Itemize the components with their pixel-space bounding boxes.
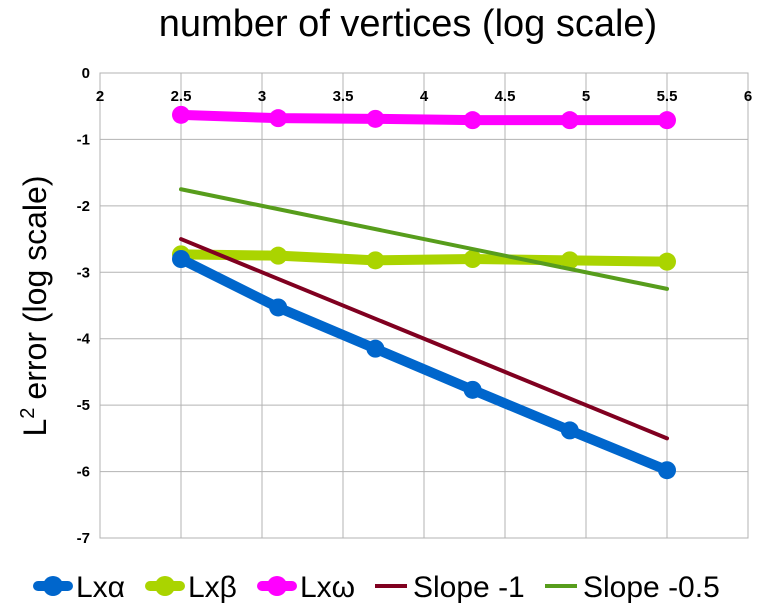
data-point xyxy=(463,111,482,130)
series-line xyxy=(179,237,669,441)
series-Slope -1 xyxy=(179,237,669,441)
y-axis-label: L2error (log scale) xyxy=(17,176,53,437)
grid xyxy=(99,72,749,539)
data-point xyxy=(366,251,385,270)
series-Slope -0.5 xyxy=(179,187,669,291)
y-tick-label: -2 xyxy=(77,198,90,215)
y-tick-label: -6 xyxy=(77,464,90,481)
data-point xyxy=(560,421,579,440)
data-point xyxy=(269,298,288,317)
x-tick-label: 3 xyxy=(258,88,266,105)
data-point xyxy=(658,461,676,480)
data-point xyxy=(560,111,579,130)
y-tick-label: -1 xyxy=(77,131,90,148)
series-line xyxy=(176,249,672,267)
series-line xyxy=(176,109,672,126)
series-line xyxy=(176,254,672,476)
series-Lxα xyxy=(172,250,676,480)
x-tick-label: 6 xyxy=(744,88,752,105)
x-axis-ticks: 2 2.5 3 3.5 4 4.5 5 5.5 6 xyxy=(96,88,752,105)
series-line xyxy=(179,187,669,291)
x-tick-label: 2.5 xyxy=(171,88,192,105)
x-tick-label: 2 xyxy=(96,88,104,105)
legend-label: Slope -0.5 xyxy=(583,571,720,604)
legend-marker xyxy=(43,576,63,596)
series-Lxβ xyxy=(172,245,676,271)
legend-item: Lxα xyxy=(33,571,125,604)
legend-item: Lxω xyxy=(257,571,355,604)
legend-label: Slope -1 xyxy=(413,571,525,604)
plot-border xyxy=(99,72,749,539)
chart-title: number of vertices (log scale) xyxy=(159,3,657,45)
x-tick-label: 3.5 xyxy=(333,88,354,105)
legend-item: Lxβ xyxy=(145,571,237,604)
legend-marker xyxy=(267,576,287,596)
legend-item: Slope -1 xyxy=(375,571,525,604)
y-tick-label: -7 xyxy=(77,530,90,547)
y-tick-label: 0 xyxy=(82,65,90,82)
legend-marker xyxy=(155,576,175,596)
series xyxy=(172,105,676,480)
legend-label: Lxω xyxy=(300,571,355,604)
x-tick-label: 5 xyxy=(582,88,590,105)
y-tick-label: -4 xyxy=(77,331,91,348)
data-point xyxy=(366,109,385,128)
x-tick-label: 4 xyxy=(420,88,429,105)
data-point xyxy=(560,251,579,270)
x-tick-label: 5.5 xyxy=(657,88,678,105)
data-point xyxy=(172,250,190,268)
data-point xyxy=(463,380,482,399)
data-point xyxy=(269,109,288,128)
plot-area: 2 2.5 3 3.5 4 4.5 5 5.5 6 0 -1 -2 -3 -4 -5 -6 -7 xyxy=(77,65,753,547)
series-Lxω xyxy=(172,105,676,130)
data-point xyxy=(658,111,676,130)
data-point xyxy=(366,339,385,358)
legend: Lxα Lxβ Lxω Slope -1 Slope -0.5 xyxy=(33,571,720,604)
y-tick-label: -5 xyxy=(77,397,90,414)
data-point xyxy=(463,250,482,268)
data-point xyxy=(658,252,676,271)
data-point xyxy=(172,105,190,124)
data-point xyxy=(269,246,288,265)
legend-label: Lxα xyxy=(76,571,125,604)
legend-item: Slope -0.5 xyxy=(545,571,720,604)
y-axis-ticks: 0 -1 -2 -3 -4 -5 -6 -7 xyxy=(77,65,91,547)
legend-label: Lxβ xyxy=(188,571,237,604)
x-tick-label: 4.5 xyxy=(495,88,516,105)
y-tick-label: -3 xyxy=(77,264,90,281)
